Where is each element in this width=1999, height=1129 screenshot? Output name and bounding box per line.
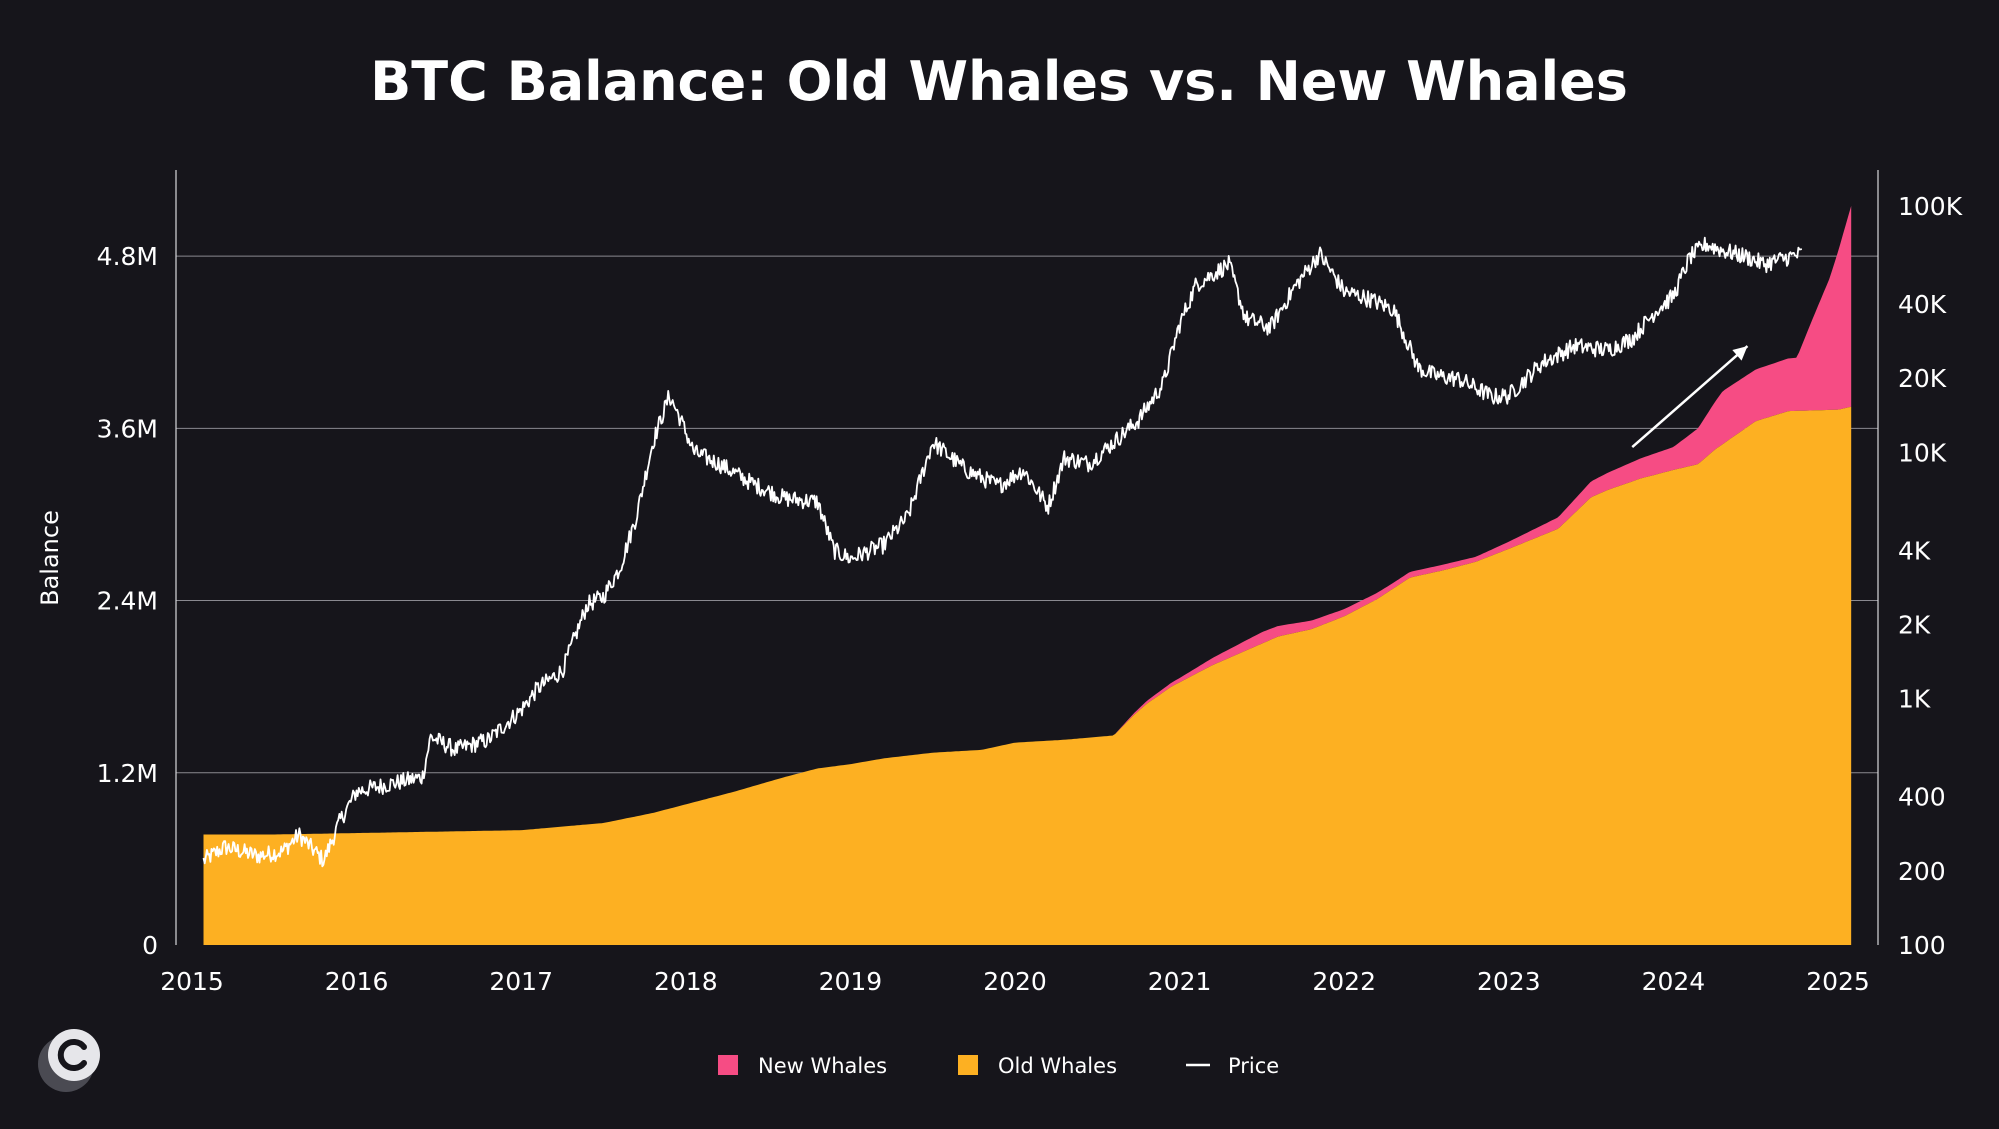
logo-icon — [48, 1029, 100, 1081]
y2-tick-label: 4K — [1898, 536, 1931, 565]
y2-tick-label: 40K — [1898, 290, 1947, 319]
y2-tick-label: 100K — [1898, 192, 1963, 221]
axes: 0 1.2M 2.4M 3.6M 4.8M 100 200 400 1K 2K 4K 10K 20K 40… — [97, 170, 1963, 996]
legend-label: Old Whales — [998, 1054, 1117, 1078]
x-tick-label: 2017 — [489, 967, 553, 996]
y2-tick-label: 200 — [1898, 857, 1946, 886]
y2-tick-label: 2K — [1898, 611, 1931, 640]
x-tick-label: 2023 — [1477, 967, 1541, 996]
annotations — [1631, 345, 1749, 449]
x-tick-label: 2019 — [819, 967, 883, 996]
y2-tick-label: 20K — [1898, 364, 1947, 393]
legend-label: Price — [1228, 1054, 1279, 1078]
y2-tick-label: 1K — [1898, 685, 1931, 714]
price-line — [202, 236, 1803, 868]
y2-tick-label: 400 — [1898, 783, 1946, 812]
x-tick-label: 2018 — [654, 967, 718, 996]
x-tick-label: 2020 — [983, 967, 1047, 996]
x-tick-label: 2022 — [1312, 967, 1376, 996]
x-tick-label: 2025 — [1806, 967, 1870, 996]
trend-arrow-head-icon — [1732, 346, 1748, 361]
chart-title: BTC Balance: Old Whales vs. New Whales — [370, 50, 1628, 113]
x-tick-label: 2015 — [160, 967, 224, 996]
legend-swatch — [718, 1055, 738, 1075]
y2-tick-label: 100 — [1898, 931, 1946, 960]
y-tick-label: 4.8M — [97, 242, 158, 271]
y2-tick-label: 10K — [1898, 438, 1947, 467]
old-whales-area — [203, 406, 1852, 945]
y-tick-label: 2.4M — [97, 587, 158, 616]
area-series — [203, 205, 1852, 945]
y-axis-label: Balance — [36, 510, 64, 606]
x-tick-label: 2024 — [1642, 967, 1706, 996]
y-tick-label: 1.2M — [97, 759, 158, 788]
y-tick-label: 0 — [142, 931, 158, 960]
y-tick-label: 3.6M — [97, 414, 158, 443]
brand-logo — [38, 1029, 100, 1092]
logo-c-icon — [57, 1039, 87, 1071]
trend-arrow-line — [1631, 345, 1749, 449]
legend: New Whales Old Whales Price — [718, 1054, 1279, 1078]
legend-label: New Whales — [758, 1054, 887, 1078]
x-tick-label: 2021 — [1148, 967, 1212, 996]
x-tick-label: 2016 — [325, 967, 389, 996]
legend-swatch — [958, 1055, 978, 1075]
price-series — [202, 236, 1803, 868]
